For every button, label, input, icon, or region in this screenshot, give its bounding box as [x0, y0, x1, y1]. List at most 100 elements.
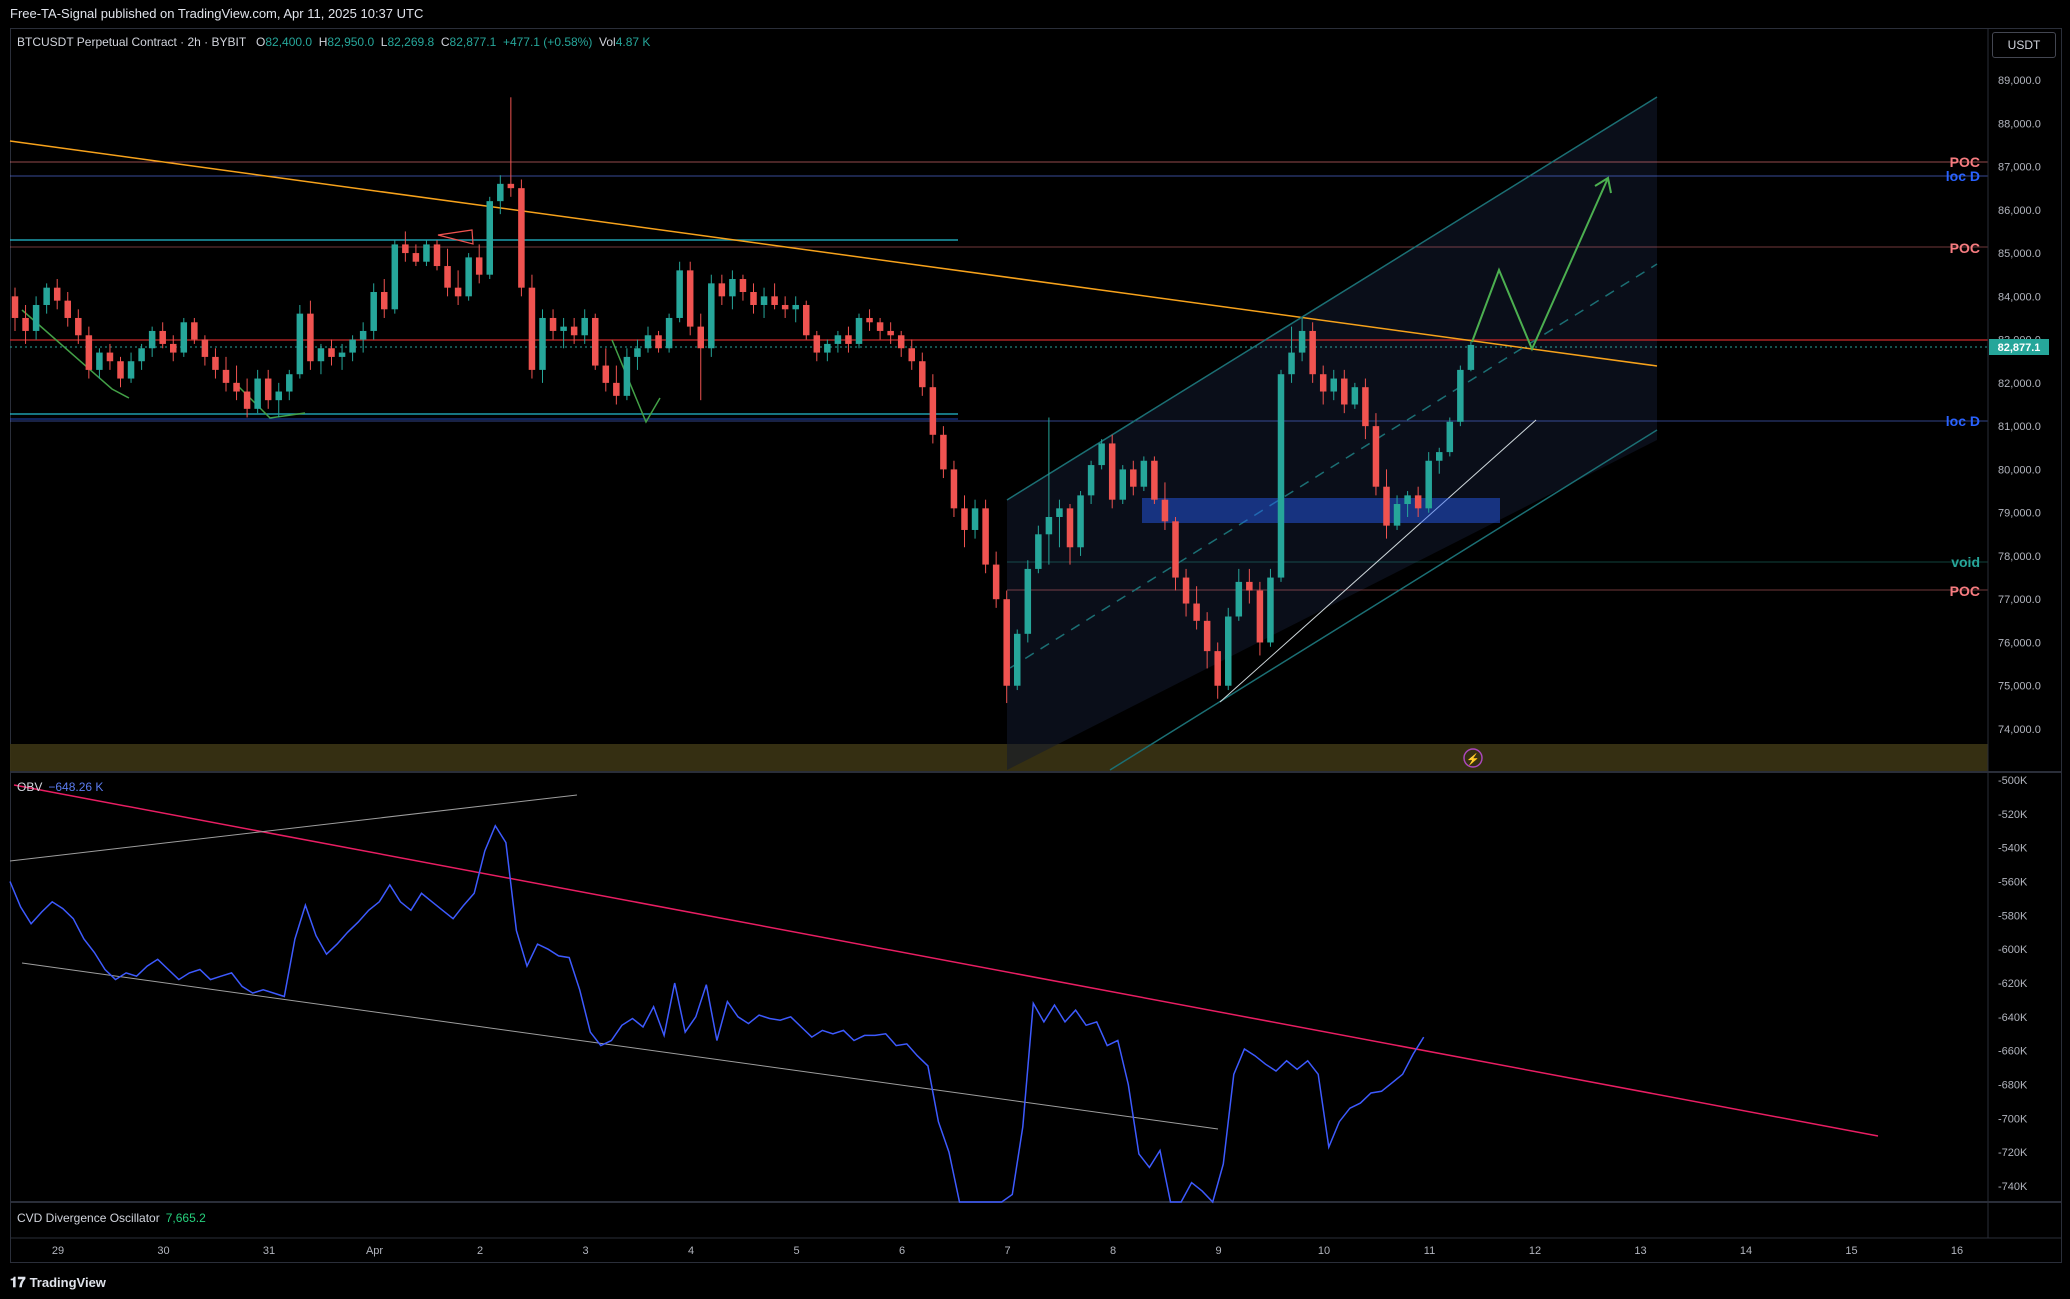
candle-body [486, 201, 493, 275]
candle-body [1436, 452, 1443, 461]
candle-body [729, 279, 736, 297]
publisher-line: Free-TA-Signal published on TradingView.… [10, 6, 424, 21]
obv-tick: -640K [1998, 1012, 2028, 1024]
obv-name: OBV [17, 780, 43, 794]
tradingview-logo[interactable]: 𝟏𝟕 TradingView [10, 1274, 106, 1291]
price-chart[interactable]: ⚡ 89,000.0 88,000.0 87,000.0 86,000.0 85,000… [0, 0, 2070, 1263]
price-tick: 87,000.0 [1998, 162, 2041, 174]
price-tick: 77,000.0 [1998, 594, 2041, 606]
time-tick: 31 [263, 1245, 275, 1257]
alert-badge[interactable] [1463, 748, 1483, 768]
candle-body [11, 296, 19, 318]
time-tick: 5 [793, 1245, 799, 1257]
candle-body [1393, 504, 1401, 526]
candle-body [549, 317, 557, 331]
vol-key: Vol [599, 35, 616, 49]
candle-body [1457, 369, 1464, 422]
candle-body [1414, 495, 1422, 509]
candle-body [760, 296, 768, 305]
candle-body [212, 356, 219, 370]
candle-body [644, 335, 652, 349]
candle-body [1193, 603, 1200, 621]
obv-tick: -600K [1998, 944, 2028, 956]
candle-body [1035, 534, 1042, 569]
symbol-legend[interactable]: BTCUSDT Perpetual Contract · 2h · BYBIT … [17, 35, 650, 49]
candle-body [159, 330, 166, 344]
obv-tick: -680K [1998, 1080, 2028, 1092]
candle-body [1045, 516, 1053, 535]
price-tick: 79,000.0 [1998, 508, 2041, 520]
candle-body [1267, 577, 1274, 643]
red-triangle [437, 229, 474, 245]
candle-body [929, 387, 937, 435]
candle-body [233, 382, 240, 392]
candle-body [1130, 469, 1137, 487]
candle-body [845, 335, 852, 344]
candle-body [32, 304, 40, 331]
price-axis[interactable]: 89,000.0 88,000.0 87,000.0 86,000.0 85,000.0… [1998, 75, 2041, 736]
price-tick: 85,000.0 [1998, 248, 2041, 260]
time-axis[interactable]: 29 30 31 Apr 2 3 4 5 6 7 8 9 10 11 12 13 14 15 16 [52, 1245, 1963, 1257]
candle-body [708, 283, 715, 349]
obv-tick: -660K [1998, 1046, 2028, 1058]
cvd-legend[interactable]: CVD Divergence Oscillator 7,665.2 [17, 1211, 206, 1225]
candle-body [328, 348, 335, 357]
candle-body [718, 283, 726, 297]
candle-body [370, 292, 377, 331]
candle-body [1140, 460, 1148, 487]
candle-body [971, 508, 979, 530]
cvd-name: CVD Divergence Oscillator [17, 1211, 160, 1225]
obv-value: −648.26 K [48, 780, 104, 794]
candle-body [1256, 590, 1264, 643]
candle-body [781, 304, 789, 310]
label-poc-mid: POC [1950, 240, 1980, 256]
price-tick: 80,000.0 [1998, 464, 2041, 476]
candle-body [454, 287, 462, 297]
candle-body [824, 343, 831, 353]
price-tick: 75,000.0 [1998, 681, 2041, 693]
obv-legend[interactable]: OBV −648.26 K [17, 780, 103, 794]
candle-body [1362, 387, 1369, 427]
candle-body [317, 348, 325, 362]
candle-body [85, 335, 93, 370]
channel-projection-shade [1007, 97, 1657, 770]
candle-body [275, 391, 282, 401]
time-tick: 4 [688, 1245, 694, 1257]
price-tick: 76,000.0 [1998, 637, 2041, 649]
candle-body [1319, 374, 1327, 392]
candle-body [53, 287, 61, 301]
candle-body [1467, 344, 1475, 370]
obv-axis[interactable]: -500K -520K -540K -560K -580K -600K -620K -640K… [1998, 775, 2028, 1193]
lightning-icon: ⚡ [1466, 753, 1480, 766]
candle-body [961, 508, 968, 530]
obv-tick: -720K [1998, 1147, 2028, 1159]
candle-body [1024, 568, 1032, 634]
candle-body [64, 300, 71, 318]
candle-body [1298, 330, 1306, 353]
time-tick: Apr [366, 1245, 383, 1257]
candle-body [1404, 495, 1411, 505]
candle-body [1351, 387, 1359, 405]
candle-body [570, 326, 578, 336]
price-tick: 89,000.0 [1998, 75, 2041, 87]
candle-body [264, 378, 272, 401]
candle-body [127, 361, 135, 379]
obv-tick: -540K [1998, 843, 2028, 855]
candle-body [191, 322, 198, 340]
symbol-label: BTCUSDT Perpetual Contract · 2h · BYBIT [17, 35, 246, 49]
time-tick: 8 [1110, 1245, 1116, 1257]
footer: 𝟏𝟕 TradingView [0, 1263, 2070, 1299]
vol-value: 4.87 K [615, 35, 651, 49]
candle-body [592, 317, 599, 366]
candle-body [75, 317, 82, 336]
candle-body [402, 244, 409, 254]
candle-body [222, 369, 230, 383]
obv-line [9, 824, 1425, 1204]
currency-button[interactable]: USDT [1992, 32, 2056, 58]
candle-body [1014, 633, 1021, 686]
projection-arrowhead [1594, 176, 1612, 194]
candle-body [1425, 460, 1432, 509]
candle-body [602, 365, 610, 383]
candle-body [148, 330, 156, 349]
obv-tick: -620K [1998, 978, 2028, 990]
